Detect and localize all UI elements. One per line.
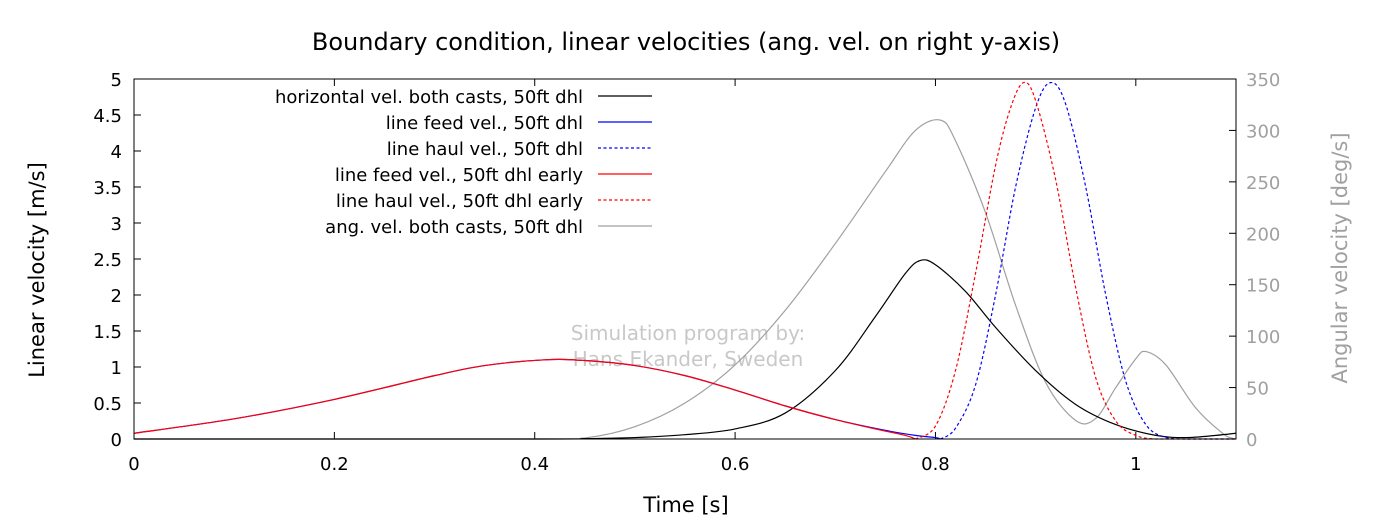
y2-tick-label: 300 <box>1246 121 1280 142</box>
y-tick-label: 2.5 <box>93 250 122 271</box>
legend-label: line haul vel., 50ft dhl early <box>336 191 583 212</box>
watermark-line-2: Hans Ekander, Sweden <box>573 347 804 371</box>
y2-tick-label: 250 <box>1246 173 1280 194</box>
series-layer <box>133 81 1237 440</box>
y-tick-label: 0 <box>111 430 122 451</box>
legend-label: line feed vel., 50ft dhl early <box>335 165 583 186</box>
legend: horizontal vel. both casts, 50ft dhl line… <box>275 87 652 238</box>
y-tick-label: 3 <box>111 214 122 235</box>
y-tick-label: 3.5 <box>93 178 122 199</box>
x-tick-label: 1 <box>1130 454 1141 475</box>
y-tick-label: 4.5 <box>93 106 122 127</box>
y2-tick-label: 200 <box>1246 224 1280 245</box>
y2-tick-label: 50 <box>1246 379 1269 400</box>
y-tick-label: 5 <box>111 70 122 91</box>
y-tick-label: 0.5 <box>93 394 122 415</box>
series-line-3 <box>133 358 916 440</box>
y2-tick-label: 350 <box>1246 70 1280 91</box>
y-axis-label: Linear velocity [m/s] <box>25 162 49 378</box>
legend-label: line feed vel., 50ft dhl <box>386 113 583 134</box>
x-tick-label: 0 <box>128 454 139 475</box>
y2-tick-label: 150 <box>1246 276 1280 297</box>
legend-label: horizontal vel. both casts, 50ft dhl <box>275 87 583 108</box>
x-axis-label: Time [s] <box>642 493 728 517</box>
y-ticks: 0 0.5 1 1.5 2 2.5 3 3.5 4 4.5 5 <box>93 70 141 451</box>
y-tick-label: 4 <box>111 142 122 163</box>
x-tick-label: 0.2 <box>320 454 349 475</box>
x-tick-label: 0.8 <box>921 454 950 475</box>
y-tick-label: 1 <box>111 358 122 379</box>
plot-frame <box>133 78 1237 440</box>
watermark-line-1: Simulation program by: <box>571 321 805 345</box>
y2-tick-label: 100 <box>1246 327 1280 348</box>
chart-title: Boundary condition, linear velocities (a… <box>312 28 1060 56</box>
series-line-5 <box>134 119 1237 440</box>
x-tick-label: 0.6 <box>721 454 750 475</box>
x-ticks: 0 0.2 0.4 0.6 0.8 1 <box>128 79 1142 475</box>
y2-ticks: 0 50 100 150 200 250 300 350 <box>1229 70 1280 451</box>
y2-tick-label: 0 <box>1246 430 1257 451</box>
y-tick-label: 1.5 <box>93 322 122 343</box>
series-line-2 <box>940 81 1236 440</box>
y-tick-label: 2 <box>111 286 122 307</box>
legend-label: ang. vel. both casts, 50ft dhl <box>325 217 583 238</box>
legend-label: line haul vel., 50ft dhl <box>387 139 583 160</box>
series-line-1 <box>133 358 941 440</box>
series-line-4 <box>915 81 1236 440</box>
x-tick-label: 0.4 <box>520 454 549 475</box>
y2-axis-label: Angular velocity [deg/s] <box>1328 132 1352 383</box>
